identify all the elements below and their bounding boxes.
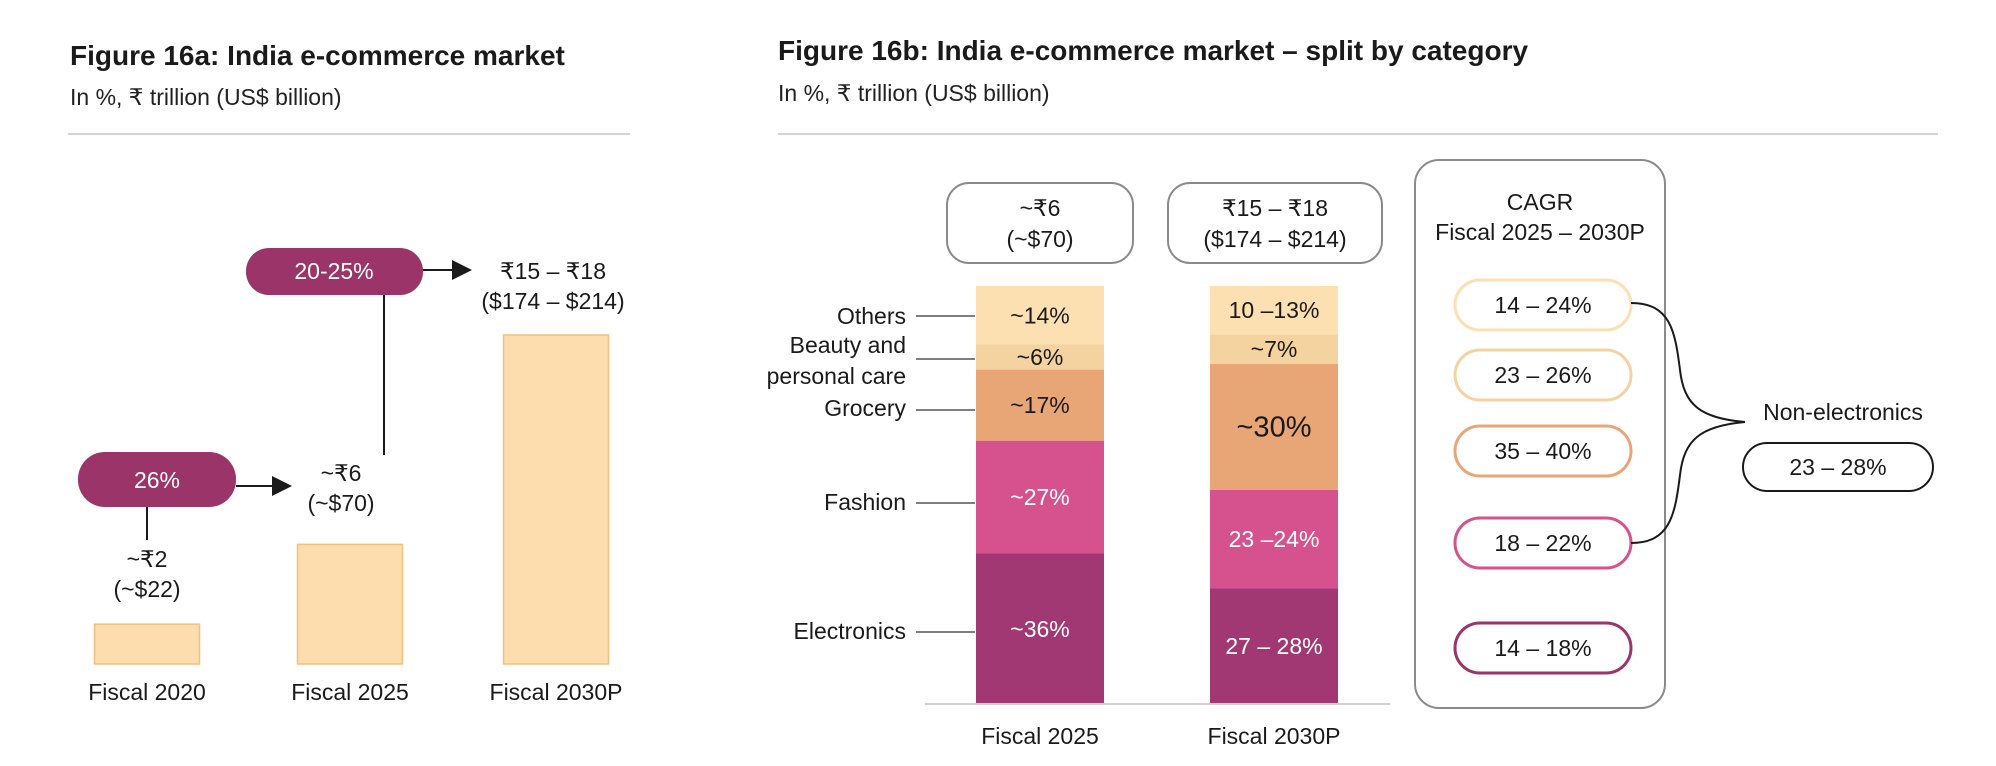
segment-fashion-fiscal-2030p: [1210, 489, 1338, 589]
segment-label-electronics-fiscal-2025: ~36%: [1010, 616, 1069, 642]
fig-a-title: Figure 16a: India e-commerce market: [70, 40, 565, 71]
fig-a-divider: [68, 133, 630, 135]
cagr-title-line2: Fiscal 2025 – 2030P: [1435, 219, 1645, 245]
cagr-pill-others-label: 14 – 24%: [1494, 292, 1591, 318]
segment-fashion-fiscal-2025: [976, 440, 1104, 554]
cagr-pill-grocery: [1453, 424, 1633, 478]
x-label-fiscal-2030p: Fiscal 2030P: [1208, 723, 1341, 749]
category-label-electronics: Electronics: [794, 618, 906, 644]
fig-a-value-usd-2020: (~$22): [113, 576, 180, 602]
segment-label-beauty-and-personal-care-fiscal-2030p: ~7%: [1251, 336, 1298, 362]
cagr-pill-beauty: [1453, 348, 1633, 402]
total-box-2030: [1167, 182, 1383, 264]
fig-a-subtitle: In %, ₹ trillion (US$ billion): [70, 84, 342, 110]
segment-label-fashion-fiscal-2025: ~27%: [1010, 484, 1069, 510]
segment-label-others-fiscal-2025: ~14%: [1010, 302, 1069, 328]
segment-label-grocery-fiscal-2025: ~17%: [1010, 392, 1069, 418]
fig-b-divider: [778, 133, 1938, 135]
category-label-beauty-line1: Beauty and: [790, 332, 906, 358]
total-box-2025: [946, 182, 1134, 264]
total-box-2030-line2: ($174 – $214): [1203, 226, 1346, 252]
non-electronics-bracket: [1630, 302, 1746, 544]
cagr-pill-beauty-label: 23 – 26%: [1494, 362, 1591, 388]
segment-electronics-fiscal-2025: [976, 553, 1104, 704]
category-label-beauty-line2: personal care: [767, 363, 906, 389]
cagr-pill-others: [1453, 278, 1633, 332]
cagr-title-line1: CAGR: [1507, 189, 1573, 215]
x-label-fiscal-2030p: Fiscal 2030P: [490, 679, 623, 705]
total-box-2025-line1: ~₹6: [1020, 195, 1061, 221]
category-label-fashion: Fashion: [824, 489, 906, 515]
category-label-others: Others: [837, 303, 906, 329]
segment-grocery-fiscal-2025: [976, 369, 1104, 441]
non-electronics-label: Non-electronics: [1763, 399, 1923, 425]
cagr-pill-grocery-label: 35 – 40%: [1494, 438, 1591, 464]
non-electronics-pill: [1742, 442, 1934, 492]
fig-b-subtitle: In %, ₹ trillion (US$ billion): [778, 80, 1050, 106]
x-label-fiscal-2025: Fiscal 2025: [291, 679, 409, 705]
segment-others-fiscal-2030p: [1210, 286, 1338, 335]
segment-electronics-fiscal-2030p: [1210, 588, 1338, 704]
cagr-pill-fashion-label: 18 – 22%: [1494, 530, 1591, 556]
x-label-fiscal-2025: Fiscal 2025: [981, 723, 1099, 749]
cagr-pill-electronics-label: 14 – 18%: [1494, 635, 1591, 661]
fig-a-chart: Fiscal 2020 Fiscal 2025 Fiscal 2030P ~₹2 (…: [78, 248, 625, 705]
fig-b-chart: ~₹6 (~$70) ₹15 – ₹18 ($174 – $214) ~36% ~…: [767, 159, 1934, 749]
fig-a-value-label-2025: ~₹6: [321, 460, 362, 486]
growth-pill-26-label: 26%: [134, 467, 180, 493]
total-box-2025-line2: (~$70): [1006, 226, 1073, 252]
segment-label-beauty-and-personal-care-fiscal-2025: ~6%: [1017, 344, 1064, 370]
segment-beauty-and-personal-care-fiscal-2030p: [1210, 334, 1338, 364]
fig-a-value-usd-2030: ($174 – $214): [481, 288, 624, 314]
total-box-2030-line1: ₹15 – ₹18: [1222, 195, 1328, 221]
category-label-grocery: Grocery: [824, 395, 906, 421]
fig-a-value-label-2020: ~₹2: [127, 546, 168, 572]
fig-b-title: Figure 16b: India e-commerce market – sp…: [778, 35, 1529, 66]
segment-others-fiscal-2025: [976, 286, 1104, 345]
bar-fiscal-2020: [93, 623, 201, 665]
cagr-pill-electronics: [1453, 621, 1633, 675]
fig-a-value-label-2030: ₹15 – ₹18: [500, 258, 606, 284]
segment-beauty-and-personal-care-fiscal-2025: [976, 344, 1104, 370]
growth-pill-20-25-label: 20-25%: [294, 258, 373, 284]
segment-label-fashion-fiscal-2030p: 23 –24%: [1229, 526, 1320, 552]
segment-label-others-fiscal-2030p: 10 –13%: [1229, 297, 1320, 323]
non-electronics-value: 23 – 28%: [1789, 454, 1886, 480]
bar-fiscal-2030p: [502, 334, 610, 665]
growth-pill-26: [78, 452, 236, 507]
segment-label-electronics-fiscal-2030p: 27 – 28%: [1225, 633, 1322, 659]
growth-pill-20-25: [246, 248, 423, 295]
segment-grocery-fiscal-2030p: [1210, 363, 1338, 490]
x-label-fiscal-2020: Fiscal 2020: [88, 679, 206, 705]
bar-fiscal-2025: [296, 543, 404, 665]
fig-a-value-usd-2025: (~$70): [307, 490, 374, 516]
segment-label-grocery-fiscal-2030p: ~30%: [1237, 412, 1312, 444]
